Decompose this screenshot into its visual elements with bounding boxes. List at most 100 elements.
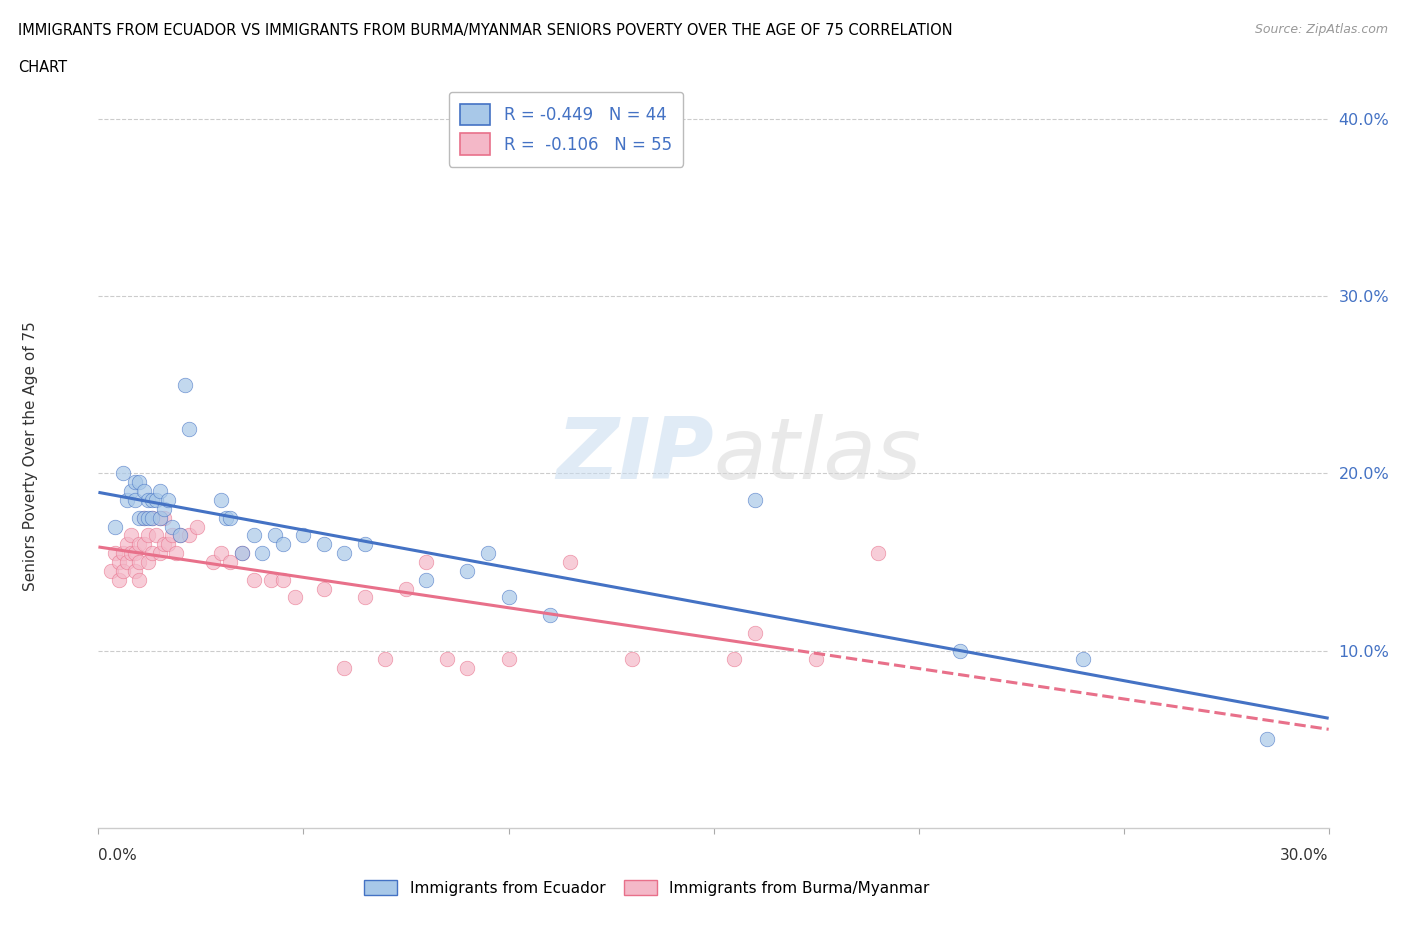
Point [243,572,266,587]
Point [177,421,200,436]
Point [141,546,163,561]
Point [128,572,150,587]
Point [128,537,150,551]
Point [1256,732,1278,747]
Text: atlas: atlas [714,414,921,498]
Legend: R = -0.449   N = 44, R =  -0.106   N = 55: R = -0.449 N = 44, R = -0.106 N = 55 [449,92,683,166]
Point [162,519,183,534]
Point [162,528,183,543]
Point [115,493,138,508]
Point [141,493,163,508]
Point [112,564,135,578]
Point [395,581,418,596]
Point [866,546,889,561]
Point [169,528,191,543]
Point [145,493,167,508]
Point [153,501,176,516]
Point [145,528,167,543]
Point [104,519,127,534]
Point [120,484,142,498]
Point [120,528,142,543]
Point [1071,652,1094,667]
Point [457,564,479,578]
Point [112,546,135,561]
Point [132,511,155,525]
Point [136,528,159,543]
Point [284,590,307,604]
Point [136,554,159,569]
Point [271,537,294,551]
Point [243,528,266,543]
Text: Source: ZipAtlas.com: Source: ZipAtlas.com [1254,23,1388,36]
Text: ZIP: ZIP [555,414,714,498]
Point [804,652,827,667]
Point [149,511,172,525]
Point [354,537,377,551]
Point [744,625,766,640]
Point [128,554,150,569]
Point [149,484,172,498]
Point [312,537,335,551]
Point [136,511,159,525]
Point [538,607,561,622]
Point [128,511,150,525]
Point [112,466,135,481]
Point [136,493,159,508]
Point [120,546,142,561]
Point [104,546,127,561]
Point [141,511,163,525]
Point [263,528,285,543]
Point [132,537,155,551]
Point [292,528,315,543]
Point [157,493,180,508]
Text: Seniors Poverty Over the Age of 75: Seniors Poverty Over the Age of 75 [24,321,38,591]
Point [149,511,172,525]
Point [100,564,122,578]
Point [415,554,437,569]
Point [157,537,180,551]
Point [108,572,131,587]
Point [186,519,208,534]
Point [436,652,458,667]
Point [620,652,643,667]
Point [115,537,138,551]
Text: 0.0%: 0.0% [98,848,138,863]
Text: IMMIGRANTS FROM ECUADOR VS IMMIGRANTS FROM BURMA/MYANMAR SENIORS POVERTY OVER TH: IMMIGRANTS FROM ECUADOR VS IMMIGRANTS FR… [18,23,953,38]
Point [231,546,253,561]
Point [498,652,520,667]
Point [132,511,155,525]
Point [218,554,240,569]
Text: CHART: CHART [18,60,67,75]
Point [108,554,131,569]
Point [202,554,225,569]
Point [169,528,191,543]
Point [132,484,155,498]
Point [173,378,195,392]
Point [312,581,335,596]
Point [558,554,581,569]
Point [124,546,146,561]
Point [218,511,240,525]
Point [211,546,233,561]
Point [231,546,253,561]
Text: 30.0%: 30.0% [1281,848,1329,863]
Point [374,652,396,667]
Point [211,493,233,508]
Point [744,493,766,508]
Point [153,537,176,551]
Point [165,546,187,561]
Point [354,590,377,604]
Point [333,661,356,676]
Point [271,572,294,587]
Point [124,475,146,490]
Point [124,493,146,508]
Point [115,554,138,569]
Point [153,511,176,525]
Point [457,661,479,676]
Point [949,644,972,658]
Point [260,572,283,587]
Point [149,546,172,561]
Point [498,590,520,604]
Point [141,511,163,525]
Point [477,546,499,561]
